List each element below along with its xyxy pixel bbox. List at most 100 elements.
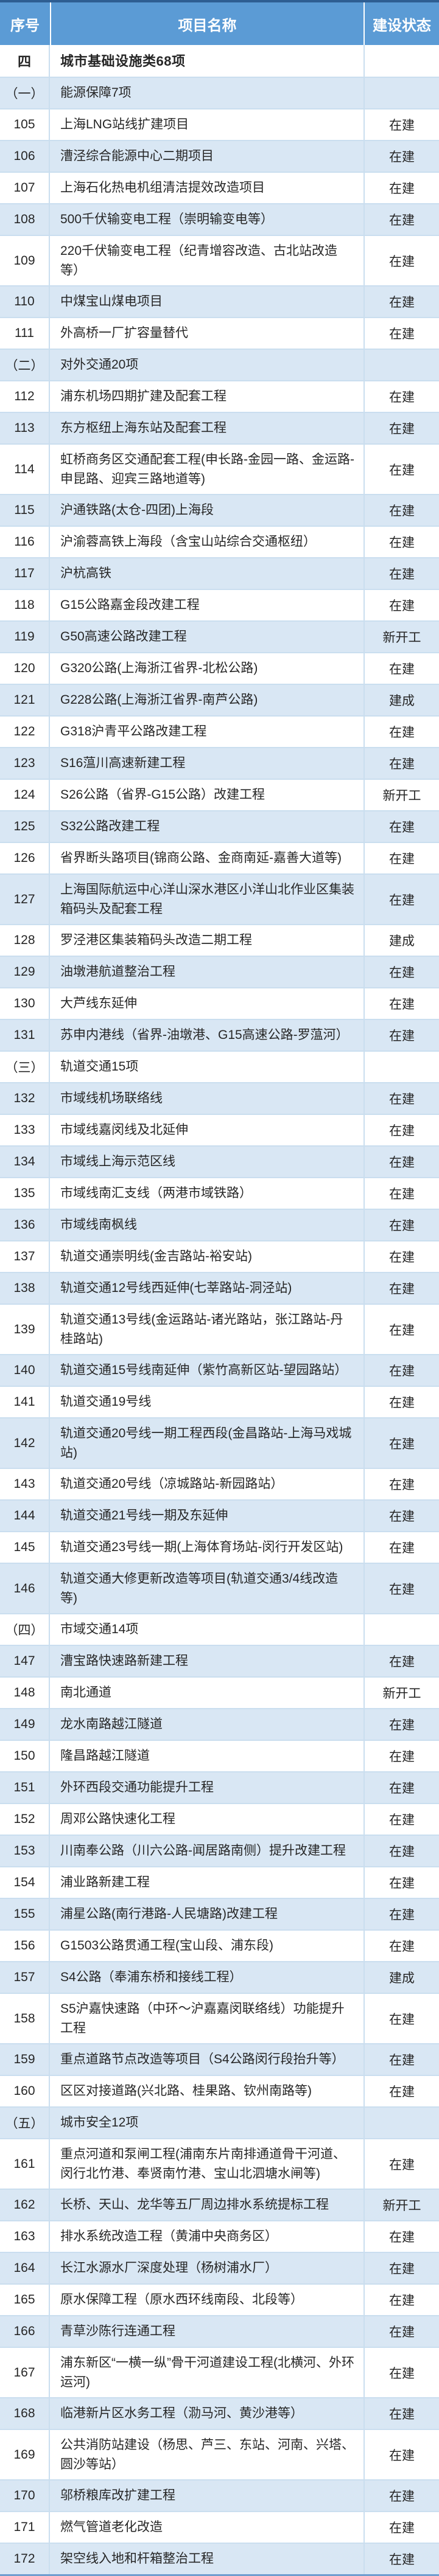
- row-number-cell: 125: [0, 811, 50, 842]
- table-row: 118 G15公路嘉金段改建工程 在建: [0, 589, 439, 620]
- status-cell: 新开工: [382, 789, 421, 803]
- status-cell: 在建: [389, 1813, 415, 1827]
- project-name-cell: 市域交通14项: [50, 1614, 365, 1645]
- status-cell: 在建: [389, 2521, 415, 2535]
- row-number-cell: 111: [0, 318, 50, 349]
- table-row: 112 浦东机场四期扩建及配套工程 在建: [0, 380, 439, 412]
- row-number-cell: （三）: [0, 1052, 50, 1082]
- row-number-cell: 144: [0, 1501, 50, 1531]
- row-number-cell: 105: [0, 109, 50, 140]
- status-cell: 建成: [389, 934, 415, 948]
- row-number-cell: 170: [0, 2481, 50, 2511]
- table-row: 134 市域线上海示范区线 在建: [0, 1145, 439, 1177]
- project-name-cell: 排水系统改造工程（黄浦中央商务区）: [50, 2221, 365, 2252]
- table-row: 135 市域线南汇支线（两港市域铁路） 在建: [0, 1177, 439, 1209]
- project-name-cell: 浦业路新建工程: [50, 1867, 365, 1898]
- row-number-cell: 132: [0, 1083, 50, 1114]
- status-cell: 在建: [389, 1876, 415, 1890]
- status-cell: 在建: [389, 1364, 415, 1378]
- row-number-cell: 166: [0, 2316, 50, 2347]
- row-number-cell: 106: [0, 141, 50, 172]
- row-number-cell: 131: [0, 1020, 50, 1050]
- table-row: 164 长江水源水厂深度处理（杨树浦水厂） 在建: [0, 2252, 439, 2283]
- status-cell: 在建: [389, 2294, 415, 2308]
- status-cell: 在建: [389, 2054, 415, 2067]
- table-row: 157 S4公路（奉浦东桥和接线工程） 建成: [0, 1961, 439, 1993]
- row-number-cell: 157: [0, 1962, 50, 1993]
- project-name-cell: 市域线机场联络线: [50, 1083, 365, 1114]
- project-name-cell: 轨道交通崇明线(金吉路站-裕安站): [50, 1241, 365, 1272]
- table-row: 126 省界断头路项目(锦商公路、金商南延-嘉善大道等) 在建: [0, 842, 439, 873]
- table-row: 107 上海石化热电机组清洁提效改造项目 在建: [0, 172, 439, 203]
- status-cell: 在建: [389, 1940, 415, 1954]
- row-number-cell: 110: [0, 286, 50, 317]
- table-row: 151 外环西段交通功能提升工程 在建: [0, 1771, 439, 1803]
- table-row: 119 G50高速公路改建工程 新开工: [0, 620, 439, 652]
- project-name-cell: 区区对接道路(兴北路、桂果路、钦州南路等): [50, 2076, 365, 2106]
- row-number-cell: 108: [0, 204, 50, 235]
- project-name-cell: 长桥、天山、龙华等五厂周边排水系统提标工程: [50, 2190, 365, 2220]
- project-name-cell: 长江水源水厂深度处理（杨树浦水厂）: [50, 2253, 365, 2283]
- status-cell: 在建: [389, 1396, 415, 1410]
- project-name-cell: S26公路（省界-G15公路）改建工程: [50, 780, 365, 810]
- table-row: （五） 城市安全12项: [0, 2106, 439, 2138]
- row-number-cell: 121: [0, 685, 50, 715]
- project-name-cell: 南北通道: [50, 1678, 365, 1708]
- status-cell: 在建: [389, 1156, 415, 1170]
- table-row: （二） 对外交通20项: [0, 349, 439, 380]
- table-row: 159 重点道路节点改造等项目（S4公路闵行段抬升等） 在建: [0, 2043, 439, 2075]
- table-row: 140 轨道交通15号线南延伸（紫竹高新区站-望园路站） 在建: [0, 1354, 439, 1386]
- status-cell: 在建: [389, 599, 415, 613]
- table-row: 117 沪杭高铁 在建: [0, 557, 439, 589]
- table-row: 127 上海国际航运中心洋山深水港区小洋山北作业区集装箱码头及配套工程 在建: [0, 873, 439, 924]
- project-name-cell: 上海LNG站线扩建项目: [50, 109, 365, 140]
- row-number-cell: 133: [0, 1115, 50, 1145]
- project-name-cell: 重点道路节点改造等项目（S4公路闵行段抬升等）: [50, 2044, 365, 2075]
- table-row: 161 重点河道和泵闸工程(浦南东片南排通道骨干河道、闵行北竹港、奉贤南竹港、宝…: [0, 2138, 439, 2189]
- project-name-cell: 轨道交通15项: [50, 1052, 365, 1082]
- status-cell: 在建: [389, 1718, 415, 1732]
- table-row: （一） 能源保障7项: [0, 77, 439, 108]
- project-name-cell: G15公路嘉金段改建工程: [50, 590, 365, 620]
- row-number-cell: 152: [0, 1804, 50, 1835]
- row-number-cell: 159: [0, 2044, 50, 2075]
- row-number-cell: 123: [0, 748, 50, 779]
- status-cell: 在建: [389, 1187, 415, 1201]
- status-cell: 在建: [389, 2012, 415, 2027]
- table-row: 115 沪通铁路(太仓-四团)上海段 在建: [0, 494, 439, 526]
- status-cell: 在建: [389, 327, 415, 341]
- project-name-cell: 架空线入地和杆箱整治工程: [50, 2544, 365, 2574]
- project-name-cell: 浦东新区“一横一纵”骨干河道建设工程(北横河、外环运河): [50, 2348, 365, 2397]
- status-cell: 在建: [389, 1251, 415, 1265]
- project-name-cell: 轨道交通大修更新改造等项目(轨道交通3/4线改造等): [50, 1564, 365, 1613]
- table-row: 171 燃气管道老化改造 在建: [0, 2511, 439, 2543]
- row-number-cell: 138: [0, 1273, 50, 1304]
- project-name-cell: 油墩港航道整治工程: [50, 957, 365, 987]
- project-name-cell: 重点河道和泵闸工程(浦南东片南排通道骨干河道、闵行北竹港、奉贤南竹港、宝山北泗塘…: [50, 2139, 365, 2189]
- table-row: 121 G228公路(上海浙江省界-南芦公路) 建成: [0, 684, 439, 715]
- status-cell: 在建: [389, 296, 415, 310]
- row-number-cell: 158: [0, 1994, 50, 2043]
- project-name-cell: 浦星公路(南行港路-人民塘路)改建工程: [50, 1899, 365, 1929]
- table-body: 四 城市基础设施类68项 （一） 能源保障7项 105 上海LNG站线扩建项目 …: [0, 45, 439, 2574]
- row-number-cell: 142: [0, 1418, 50, 1468]
- project-name-cell: 燃气管道老化改造: [50, 2512, 365, 2543]
- status-cell: 在建: [389, 662, 415, 676]
- project-name-cell: 市域线上海示范区线: [50, 1147, 365, 1177]
- row-number-cell: 145: [0, 1532, 50, 1563]
- row-number-cell: 114: [0, 445, 50, 494]
- table-row: 108 500千伏输变电工程（崇明输变电等） 在建: [0, 203, 439, 235]
- project-name-cell: G50高速公路改建工程: [50, 622, 365, 652]
- table-row: 130 大芦线东延伸 在建: [0, 987, 439, 1019]
- row-number-cell: 120: [0, 653, 50, 684]
- table-row: （四） 市域交通14项: [0, 1613, 439, 1645]
- status-cell: 在建: [389, 1782, 415, 1796]
- project-name-cell: 对外交通20项: [50, 350, 365, 380]
- table-row: 163 排水系统改造工程（黄浦中央商务区） 在建: [0, 2220, 439, 2252]
- project-name-cell: 轨道交通15号线南延伸（紫竹高新区站-望园路站）: [50, 1355, 365, 1386]
- table-row: （三） 轨道交通15项: [0, 1050, 439, 1082]
- row-number-cell: 112: [0, 381, 50, 412]
- status-cell: [365, 2108, 439, 2138]
- status-cell: 在建: [389, 852, 415, 866]
- project-name-cell: 轨道交通23号线一期(上海体育场站-闵行开发区站): [50, 1532, 365, 1563]
